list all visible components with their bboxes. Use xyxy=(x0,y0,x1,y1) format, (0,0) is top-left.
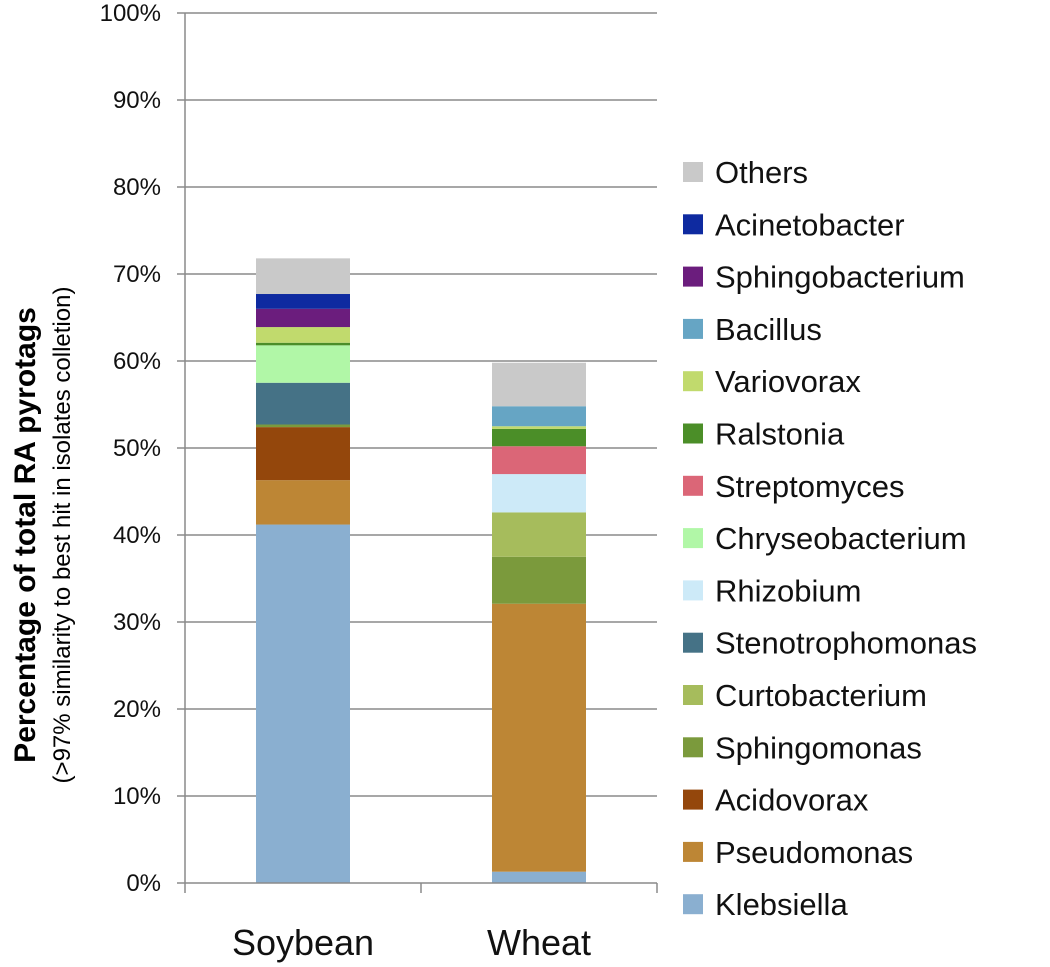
category-labels: Soybean Wheat xyxy=(232,922,591,963)
y-axis-label: Percentage of total RA pyrotags xyxy=(9,307,42,763)
y-tick-label: 50% xyxy=(113,435,161,462)
bar-segment-soybean-ralstonia xyxy=(256,342,350,346)
y-axis-sublabel: (>97% similarity to best hit in isolates… xyxy=(49,287,76,784)
legend-swatch-stenotrophomonas xyxy=(683,632,703,653)
bar-segment-soybean-sphingomonas xyxy=(256,424,350,428)
axes xyxy=(177,12,658,893)
legend-swatch-sphingobacterium xyxy=(683,266,703,287)
legend-label-sphingomonas: Sphingomonas xyxy=(715,730,922,765)
legend-swatch-pseudomonas xyxy=(683,841,703,862)
bar-segment-soybean-chryseobacterium xyxy=(256,345,350,383)
legend-label-acinetobacter: Acinetobacter xyxy=(715,207,905,242)
bar-segment-soybean-variovorax xyxy=(256,327,350,343)
legend-label-others: Others xyxy=(715,155,808,190)
legend-swatch-sphingomonas xyxy=(683,737,703,758)
legend-swatch-variovorax xyxy=(683,371,703,392)
bar-segment-wheat-klebsiella xyxy=(492,871,586,883)
bar-segment-soybean-sphingobacterium xyxy=(256,308,350,328)
legend-swatch-others xyxy=(683,162,703,182)
category-label-wheat: Wheat xyxy=(487,922,591,963)
legend-label-streptomyces: Streptomyces xyxy=(715,469,905,504)
bar-segment-soybean-others xyxy=(256,258,350,295)
y-tick-label: 90% xyxy=(113,87,161,114)
y-tick-label: 60% xyxy=(113,348,161,375)
bar-segment-wheat-variovorax xyxy=(492,426,586,429)
legend-swatch-streptomyces xyxy=(683,475,703,496)
bar-segment-wheat-others xyxy=(492,362,586,407)
legend-swatch-rhizobium xyxy=(683,580,703,601)
bar-segment-wheat-bacillus xyxy=(492,406,586,427)
legend-swatch-bacillus xyxy=(683,318,703,339)
legend-label-stenotrophomonas: Stenotrophomonas xyxy=(715,626,977,661)
legend-label-ralstonia: Ralstonia xyxy=(715,417,845,452)
gridlines xyxy=(185,12,657,797)
legend-swatch-klebsiella xyxy=(683,894,703,915)
legend-label-klebsiella: Klebsiella xyxy=(715,887,848,922)
y-tick-label: 70% xyxy=(113,261,161,288)
legend-label-acidovorax: Acidovorax xyxy=(715,783,869,818)
y-tick-label: 10% xyxy=(113,783,161,810)
legend-label-chryseobacterium: Chryseobacterium xyxy=(715,521,967,556)
bar-segment-wheat-streptomyces xyxy=(492,446,586,475)
category-label-soybean: Soybean xyxy=(232,922,374,963)
bar-segment-wheat-curtobacterium xyxy=(492,512,586,557)
bar-segment-soybean-klebsiella xyxy=(256,524,350,883)
y-tick-label: 30% xyxy=(113,609,161,636)
legend-swatch-acidovorax xyxy=(683,789,703,810)
bars xyxy=(256,258,586,883)
bar-segment-wheat-pseudomonas xyxy=(492,603,586,872)
bar-segment-soybean-stenotrophomonas xyxy=(256,382,350,425)
legend-label-variovorax: Variovorax xyxy=(715,364,861,399)
bar-segment-wheat-sphingomonas xyxy=(492,556,586,604)
legend-swatch-chryseobacterium xyxy=(683,528,703,549)
bar-segment-wheat-rhizobium xyxy=(492,474,586,513)
bar-segment-soybean-acidovorax xyxy=(256,427,350,481)
bar-segment-wheat-ralstonia xyxy=(492,428,586,447)
legend-label-pseudomonas: Pseudomonas xyxy=(715,835,913,870)
legend-swatch-acinetobacter xyxy=(683,214,703,235)
bar-segment-soybean-acinetobacter xyxy=(256,294,350,309)
y-tick-label: 0% xyxy=(126,870,161,897)
legend-label-rhizobium: Rhizobium xyxy=(715,573,861,608)
legend: Others Acinetobacter Sphingobacterium Bacil… xyxy=(683,155,977,922)
y-tick-labels: 0% 10% 20% 30% 40% 50% 60% 70% 80% 90% 100% xyxy=(100,0,161,897)
legend-swatch-curtobacterium xyxy=(683,685,703,705)
y-tick-label: 80% xyxy=(113,174,161,201)
bar-segment-soybean-pseudomonas xyxy=(256,480,350,525)
y-tick-label: 40% xyxy=(113,522,161,549)
legend-label-sphingobacterium: Sphingobacterium xyxy=(715,260,965,295)
y-tick-label: 20% xyxy=(113,696,161,723)
y-tick-label: 100% xyxy=(100,0,161,27)
legend-label-bacillus: Bacillus xyxy=(715,312,822,347)
legend-label-curtobacterium: Curtobacterium xyxy=(715,678,927,713)
legend-swatch-ralstonia xyxy=(683,423,703,444)
